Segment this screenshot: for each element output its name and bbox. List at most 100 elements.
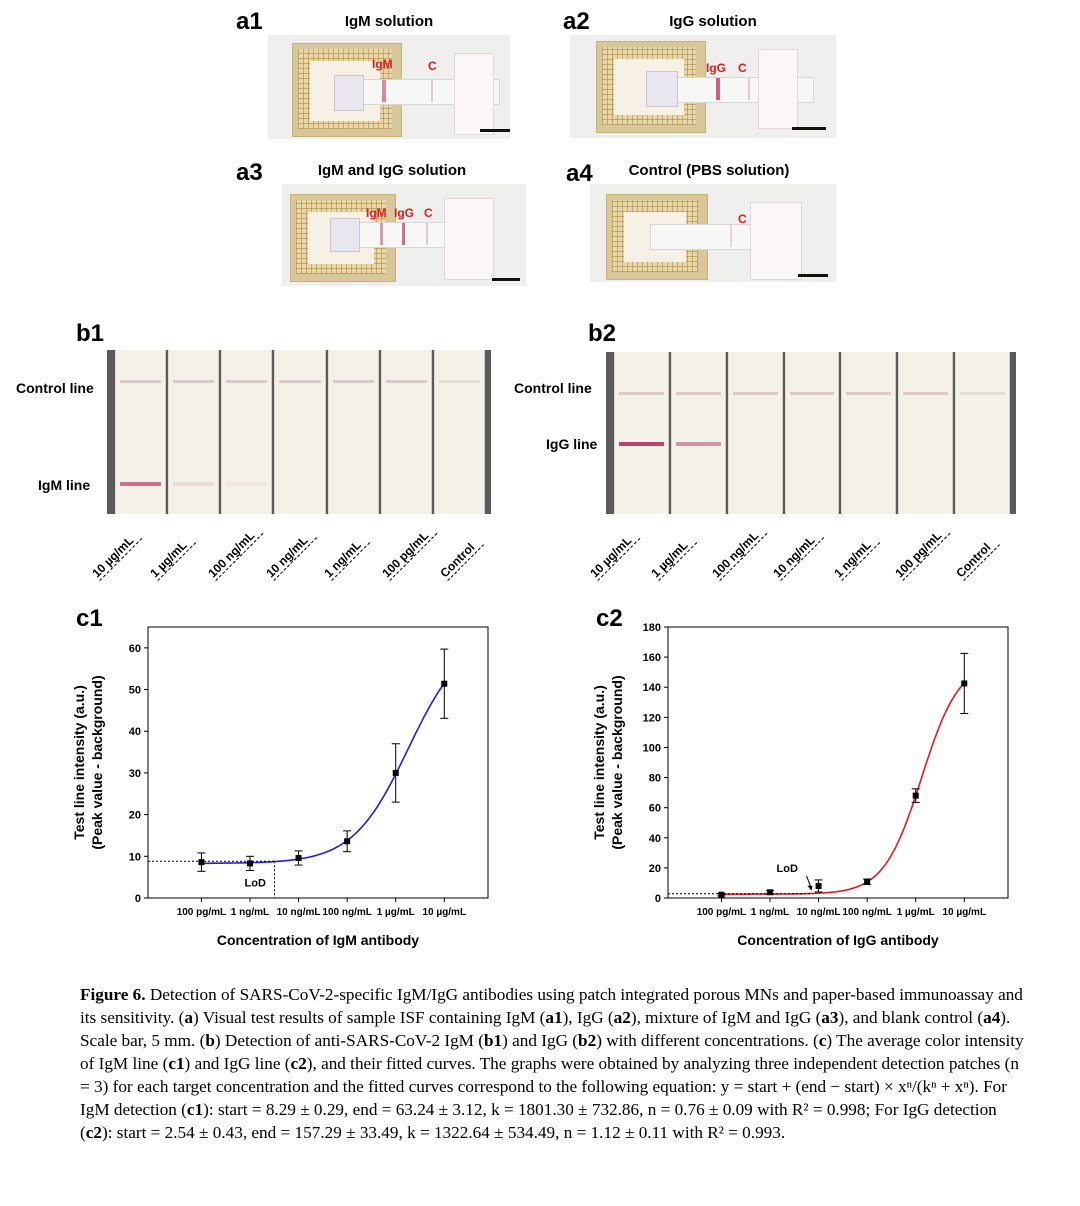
row-label-igm-b1: IgM line (38, 477, 91, 493)
strip-photo-b1 (107, 350, 491, 514)
y-tick-label: 60 (649, 803, 661, 815)
label-c-a4: C (738, 212, 747, 226)
caption-segment: ): start = 8.29 ± 0.29, end = 63.24 ± 3.… (80, 1100, 997, 1142)
y-tick-label: 50 (129, 685, 141, 697)
panel-letter-b2: b2 (588, 320, 617, 347)
fitted-curve (201, 682, 445, 865)
caption-label: Figure 6. (80, 985, 146, 1004)
control-line (226, 380, 268, 383)
concentration-label: 10 ng/mL (770, 527, 824, 581)
caption-segment: ): start = 2.54 ± 0.43, end = 157.29 ± 3… (101, 1123, 786, 1142)
data-point (392, 769, 399, 776)
control-line (960, 392, 1005, 395)
strip-photo-b2 (606, 352, 1016, 514)
label-igm-a3: IgM (366, 206, 387, 220)
x-axis-label: Concentration of IgM antibody (217, 932, 419, 948)
control-line (120, 380, 162, 383)
label-c-a2: C (738, 61, 747, 75)
caption-segment: ) Visual test results of sample ISF cont… (193, 1008, 546, 1027)
test-strip (327, 350, 379, 514)
y-axis-label: Test line intensity (a.u.) (591, 685, 607, 840)
test-line (120, 482, 162, 486)
test-strip (274, 350, 326, 514)
y-tick-label: 20 (649, 863, 661, 875)
row-label-control-b2: Control line (514, 380, 592, 396)
row-label-igg-b2: IgG line (546, 436, 598, 452)
photo-title-a3: IgM and IgG solution (317, 162, 467, 179)
caption-segment: c1 (186, 1100, 204, 1119)
y-tick-label: 30 (129, 768, 141, 780)
control-line (903, 392, 949, 395)
caption-segment: a3 (821, 1008, 839, 1027)
caption-segment: c2 (85, 1123, 102, 1142)
control-line (385, 380, 427, 383)
x-tick-label: 1 ng/mL (231, 907, 269, 918)
caption-segment: a2 (613, 1008, 631, 1027)
test-strip (614, 352, 669, 514)
panel-letter-b1: b1 (76, 320, 105, 347)
data-point (295, 854, 302, 861)
x-tick-label: 1 ng/mL (751, 907, 789, 918)
concentration-label: 100 pg/mL (892, 522, 951, 581)
caption-segment: b2 (578, 1031, 597, 1050)
concentration-label: Control (437, 534, 484, 581)
control-line (438, 380, 480, 383)
photo-title-a4: Control (PBS solution) (628, 162, 790, 179)
label-c-a3: C (424, 206, 433, 220)
label-igg-a2: IgG (706, 61, 726, 75)
photo-a3: IgM IgG C (282, 184, 526, 286)
caption-segment: ) and IgG line ( (184, 1054, 291, 1073)
concentration-label: 100 pg/mL (379, 522, 438, 581)
y-tick-label: 0 (655, 893, 661, 905)
concentration-label: 100 ng/mL (205, 522, 264, 581)
caption-segment: ), and their fitted curves. The graphs w… (80, 1054, 1019, 1119)
y-tick-label: 180 (643, 622, 661, 634)
caption-segment: ) Detection of anti-SARS-CoV-2 IgM ( (214, 1031, 484, 1050)
y-tick-label: 20 (129, 810, 141, 822)
y-tick-label: 40 (129, 726, 141, 738)
caption-segment: ) with different concentrations. ( (596, 1031, 819, 1050)
data-point (912, 792, 919, 799)
fitted-curve (721, 682, 965, 895)
y-tick-label: 140 (643, 682, 661, 694)
lod-label: LoD (245, 877, 266, 889)
test-line (619, 442, 664, 446)
caption-segment: ) and IgG ( (502, 1031, 579, 1050)
caption-segment: a4 (983, 1008, 1001, 1027)
x-tick-label: 100 ng/mL (322, 907, 371, 918)
test-strip (115, 350, 167, 514)
caption-segment: Detection of SARS-CoV-2-specific IgM/IgG… (80, 985, 1023, 1027)
photo-title-a1: IgM solution (344, 13, 434, 30)
concentration-label: 100 ng/mL (709, 522, 768, 581)
x-axis-label: Concentration of IgG antibody (737, 932, 939, 948)
data-point (815, 882, 822, 889)
test-strip (841, 352, 897, 514)
concentration-label: 1 ng/mL (321, 532, 371, 581)
row-label-control-b1: Control line (16, 380, 94, 396)
caption-segment: a (184, 1008, 193, 1027)
test-line (226, 482, 268, 486)
test-strip (898, 352, 954, 514)
lod-label: LoD (777, 863, 798, 875)
chart-c1: 0 10 20 30 40 50 60 100 pg/mL 1 ng/mL 10 ng/mL 100… (71, 626, 489, 948)
data-point (441, 680, 448, 687)
test-strip (221, 350, 273, 514)
caption-segment: c2 (290, 1054, 307, 1073)
y-axis-label-2: (Peak value - background) (89, 675, 105, 849)
data-point (718, 891, 725, 898)
caption-segment: c (818, 1031, 827, 1050)
test-strip (784, 352, 840, 514)
x-tick-label: 100 pg/mL (177, 907, 226, 918)
x-tick-label: 10 ng/mL (797, 907, 841, 918)
x-tick-label: 10 µg/mL (423, 907, 467, 918)
x-tick-label: 10 µg/mL (943, 907, 987, 918)
data-point (198, 859, 205, 866)
data-point (767, 889, 773, 896)
test-strip (380, 350, 432, 514)
test-strip (955, 352, 1010, 514)
data-point (864, 878, 871, 885)
control-line (619, 392, 664, 395)
test-line (675, 442, 721, 446)
label-igm-a1: IgM (372, 57, 393, 71)
panel-letter-a1: a1 (236, 8, 263, 35)
